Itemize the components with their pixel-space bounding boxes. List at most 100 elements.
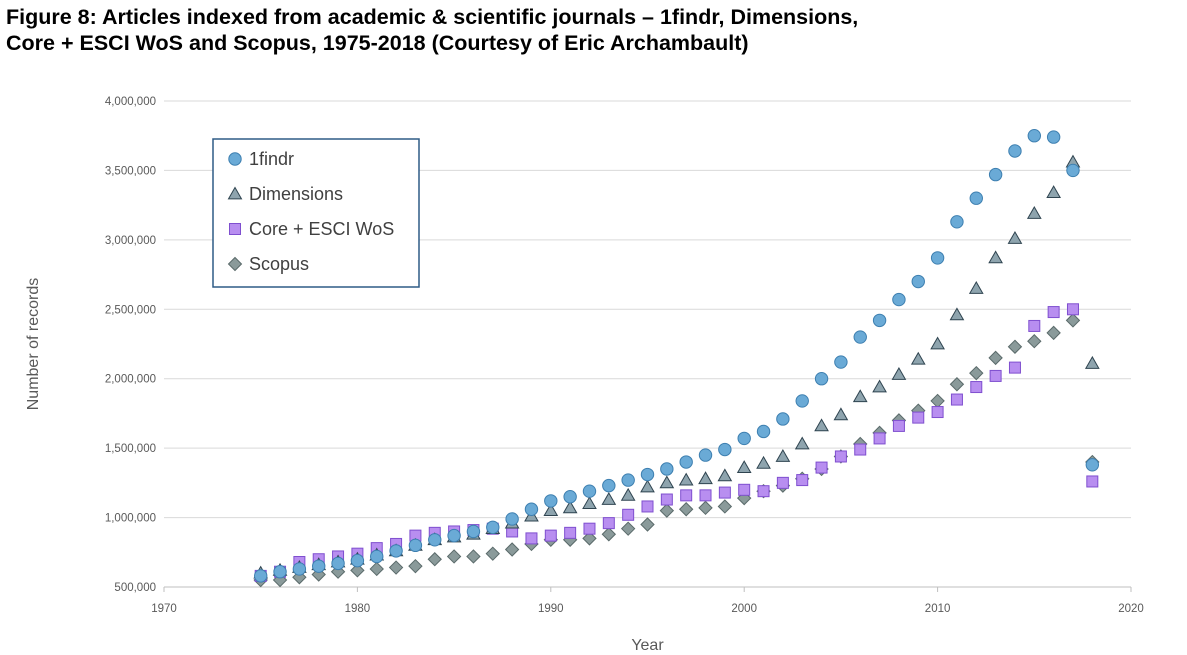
data-point [602, 478, 616, 493]
data-point [486, 520, 500, 534]
legend-label: Scopus [249, 254, 309, 274]
data-point [544, 529, 557, 542]
data-point [525, 532, 538, 545]
data-point [1084, 355, 1100, 369]
y-tick-label: 1,000,000 [105, 513, 156, 525]
data-point [950, 215, 964, 229]
data-point [1066, 303, 1079, 316]
data-point [582, 484, 597, 498]
legend-label: 1findr [249, 149, 294, 169]
data-point [660, 462, 674, 476]
data-point [466, 549, 481, 564]
data-point [988, 167, 1003, 182]
data-point [912, 411, 925, 424]
data-point [331, 556, 345, 571]
legend-marker [229, 223, 241, 235]
data-point [989, 369, 1002, 382]
data-point [834, 450, 847, 463]
data-point [582, 496, 597, 510]
data-point [737, 431, 751, 446]
y-tick-label: 2,000,000 [105, 374, 156, 386]
y-axis-label: Number of records [25, 278, 42, 411]
data-point [447, 528, 461, 543]
data-point [292, 562, 307, 576]
data-point [854, 443, 867, 456]
data-point [602, 517, 615, 530]
data-point [815, 461, 828, 474]
data-point [505, 512, 519, 526]
data-point [776, 412, 790, 426]
series-1findr [254, 129, 1100, 583]
data-point [680, 489, 693, 502]
data-point [504, 542, 520, 557]
data-point [698, 500, 713, 516]
data-point [1085, 458, 1100, 472]
data-point [852, 389, 868, 403]
data-point [640, 479, 655, 493]
data-point [659, 503, 675, 518]
data-point [641, 500, 654, 513]
data-point [582, 531, 597, 546]
data-point [718, 442, 732, 457]
data-point [679, 455, 693, 469]
y-tick-label: 4,000,000 [105, 96, 156, 108]
data-point [891, 367, 907, 380]
data-point [659, 475, 675, 489]
data-point [466, 524, 481, 539]
x-tick-label: 2020 [1118, 603, 1144, 615]
data-point [524, 502, 539, 516]
data-point [756, 424, 771, 439]
data-point [794, 436, 810, 450]
legend-item: Scopus [227, 254, 309, 274]
data-point [1028, 319, 1041, 332]
y-tick-label: 2,500,000 [105, 304, 156, 316]
data-point [930, 336, 945, 350]
data-point [254, 569, 268, 583]
data-point [1046, 325, 1061, 341]
y-tick-label: 3,000,000 [105, 235, 156, 247]
data-point [892, 419, 905, 432]
x-tick-label: 2000 [731, 603, 757, 615]
legend-label: Core + ESCI WoS [249, 219, 394, 239]
data-point [388, 560, 404, 575]
figure-title-line1: Figure 8: Articles indexed from academic… [6, 5, 859, 29]
data-point [892, 292, 906, 307]
data-point [699, 489, 712, 502]
data-point [775, 448, 791, 462]
data-point [834, 355, 848, 369]
data-point [910, 351, 926, 365]
data-point [776, 476, 789, 489]
x-tick-label: 1990 [538, 603, 564, 615]
data-point [564, 526, 577, 539]
data-point [1008, 144, 1022, 158]
data-point [583, 522, 596, 535]
data-point [988, 250, 1003, 264]
data-point [1007, 339, 1023, 354]
y-tick-label: 500,000 [114, 582, 156, 594]
data-point [678, 502, 694, 517]
data-point [757, 485, 770, 498]
data-point [717, 468, 733, 482]
data-point [1046, 185, 1062, 199]
legend-box [212, 138, 420, 288]
series-core-esci-wos [254, 303, 1099, 582]
data-point [698, 448, 713, 462]
data-point [622, 508, 635, 521]
data-point [988, 350, 1003, 366]
data-point [1066, 163, 1080, 178]
x-tick-label: 2010 [925, 603, 951, 615]
axis-layer: 500,000 1,000,000 1,500,000 2,000,000 2,500,… [25, 96, 1144, 654]
data-point [970, 381, 983, 394]
data-point [872, 313, 887, 328]
data-point [795, 394, 809, 408]
data-point [853, 330, 867, 344]
data-point [738, 483, 751, 496]
data-point [950, 393, 963, 406]
data-point [1086, 475, 1099, 488]
data-point [621, 473, 635, 487]
data-point [389, 544, 403, 558]
data-point [931, 406, 944, 419]
data-point [756, 455, 771, 469]
data-point [1065, 313, 1081, 328]
legend-label: Dimensions [249, 184, 343, 204]
